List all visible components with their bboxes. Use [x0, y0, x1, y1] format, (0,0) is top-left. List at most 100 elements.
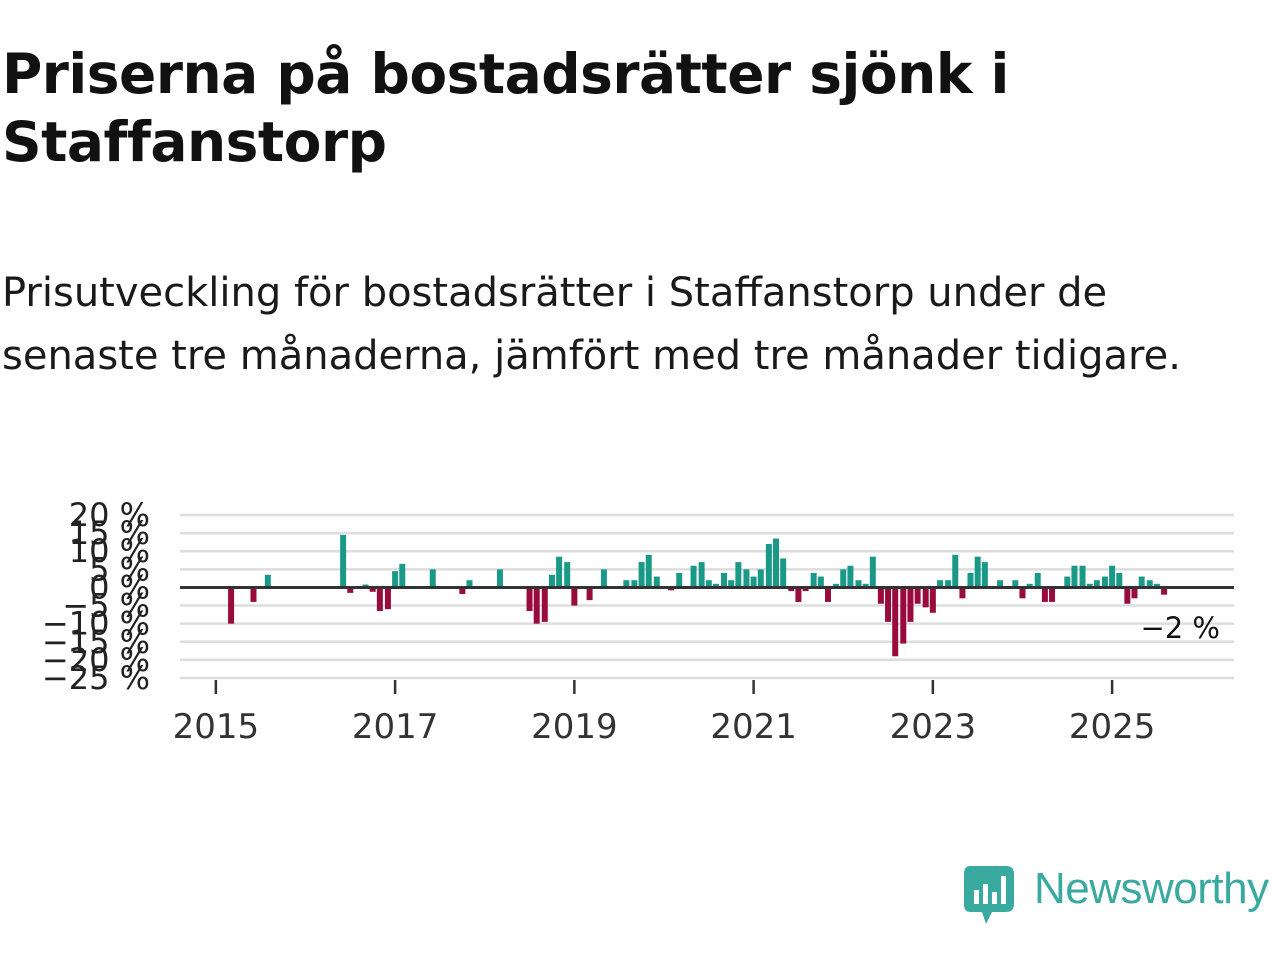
- gridlines: [180, 513, 1234, 680]
- bar: [690, 565, 697, 588]
- bar: [721, 572, 728, 588]
- bar: [1019, 587, 1026, 599]
- x-axis: 2015 2017 2019 2021 2023 2025: [173, 680, 1156, 747]
- bar: [862, 583, 869, 588]
- bar: [347, 587, 354, 593]
- bar: [340, 534, 347, 588]
- bar: [1034, 572, 1041, 588]
- bar: [548, 574, 555, 588]
- bar: [698, 562, 705, 588]
- x-tick-label: 2017: [352, 707, 439, 747]
- bar: [877, 587, 884, 604]
- bar: [1161, 587, 1168, 595]
- bar: [869, 556, 876, 588]
- bar: [929, 587, 936, 613]
- bar: [907, 587, 914, 622]
- bar: [773, 538, 780, 588]
- y-tick-label: 10 %: [69, 532, 150, 570]
- y-tick-label: −15 %: [42, 623, 150, 661]
- bar: [392, 571, 399, 588]
- bar: [264, 574, 271, 588]
- bar: [840, 569, 847, 588]
- bar: [810, 572, 817, 588]
- bar: [1064, 576, 1071, 588]
- bar: [1012, 580, 1019, 588]
- bar: [369, 587, 376, 592]
- x-tick-label: 2025: [1069, 707, 1156, 747]
- bar: [1131, 587, 1138, 599]
- bars: [228, 534, 1168, 657]
- bar: [750, 576, 757, 588]
- bar: [250, 587, 257, 602]
- bar: [564, 562, 571, 588]
- bar: [959, 587, 966, 599]
- x-tick-label: 2021: [710, 707, 797, 747]
- newsworthy-logo-icon: [964, 866, 1014, 924]
- bar: [631, 580, 638, 588]
- bar: [945, 580, 952, 588]
- bar: [1093, 580, 1100, 588]
- bar: [743, 569, 750, 588]
- bar: [1071, 565, 1078, 588]
- bar: [676, 572, 683, 588]
- bar: [1049, 587, 1056, 602]
- bar: [937, 580, 944, 588]
- bar: [600, 569, 607, 588]
- y-tick-label: 5 %: [89, 550, 150, 588]
- bar: [892, 587, 899, 657]
- bar: [788, 587, 795, 592]
- bar: [638, 562, 645, 588]
- bar-chart: 20 %15 %10 %5 %0 %−5 %−10 %−15 %−20 %−25…: [42, 496, 1234, 747]
- bar: [728, 580, 735, 588]
- bar: [1153, 583, 1160, 588]
- bar: [981, 562, 988, 588]
- bar: [1146, 580, 1153, 588]
- bar: [712, 583, 719, 588]
- bar: [533, 587, 540, 624]
- bar: [802, 587, 809, 592]
- last-value-label: −2 %: [1140, 611, 1220, 645]
- brand-name: Newsworthy: [1034, 864, 1269, 913]
- bar: [1079, 565, 1086, 588]
- bar: [885, 587, 892, 622]
- bar: [623, 580, 630, 588]
- y-axis-labels: 20 %15 %10 %5 %0 %−5 %−10 %−15 %−20 %−25…: [42, 496, 150, 697]
- bar: [429, 569, 436, 588]
- y-tick-label: 20 %: [69, 496, 150, 534]
- y-tick-label: −10 %: [42, 605, 150, 643]
- chart-title: Priserna på bostadsrätter sjönk i Staffa…: [2, 42, 1009, 174]
- bar: [571, 587, 578, 606]
- bar: [914, 587, 921, 604]
- bar: [705, 580, 712, 588]
- bar: [1026, 583, 1033, 588]
- bar: [795, 587, 802, 602]
- bar: [735, 562, 742, 588]
- bar: [228, 587, 235, 624]
- x-tick-label: 2015: [173, 707, 260, 747]
- bar: [586, 587, 593, 601]
- y-tick-label: 15 %: [69, 514, 150, 552]
- bar: [1116, 572, 1123, 588]
- y-tick-label: −20 %: [42, 641, 150, 679]
- bar: [952, 554, 959, 588]
- bar: [399, 563, 406, 588]
- y-tick-label: −5 %: [62, 587, 150, 625]
- bar: [817, 576, 824, 588]
- bar: [541, 587, 548, 622]
- y-tick-label: −25 %: [42, 659, 150, 697]
- bar: [855, 580, 862, 588]
- bar: [1086, 583, 1093, 588]
- bar: [833, 583, 840, 588]
- bar: [653, 576, 660, 588]
- bar: [645, 554, 652, 588]
- bar: [997, 580, 1004, 588]
- bar: [974, 556, 981, 588]
- newsworthy-logo[interactable]: Newsworthy: [962, 864, 1278, 928]
- chart-subtitle: Prisutveckling för bostadsrätter i Staff…: [2, 270, 1181, 379]
- bar: [526, 587, 533, 611]
- y-tick-label: 0 %: [89, 568, 150, 606]
- bar: [466, 580, 473, 588]
- bar: [824, 587, 831, 602]
- x-tick-label: 2023: [890, 707, 977, 747]
- bar: [459, 587, 466, 594]
